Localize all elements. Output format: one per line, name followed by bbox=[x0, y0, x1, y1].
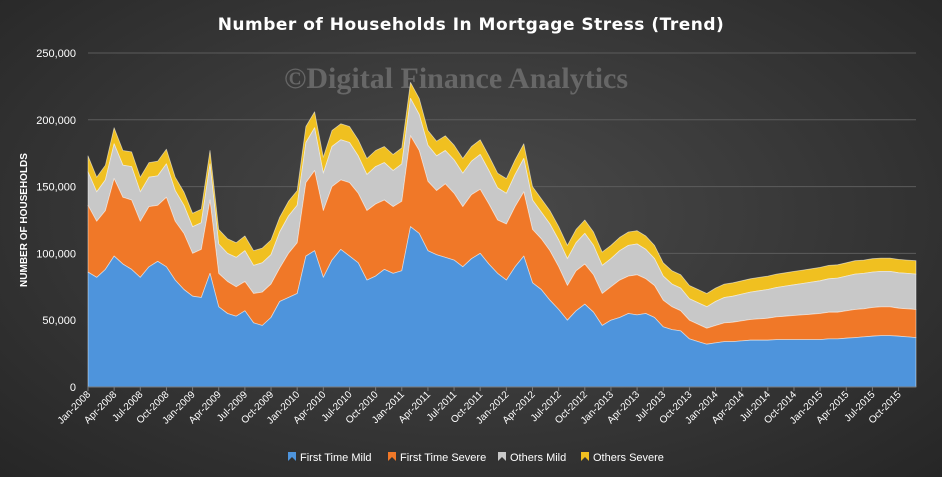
legend-item-first-time-severe: First Time Severe bbox=[388, 452, 486, 464]
legend-swatch bbox=[288, 452, 296, 461]
plot-areas bbox=[87, 82, 917, 388]
legend-item-others-mild: Others Mild bbox=[498, 452, 566, 464]
legend-item-others-severe: Others Severe bbox=[581, 452, 664, 464]
y-tick-label: 100,000 bbox=[36, 248, 76, 260]
y-tick-label: 0 bbox=[70, 382, 76, 394]
y-axis-label: NUMBER OF HOUSEHOLDS bbox=[19, 153, 30, 287]
legend-item-first-time-mild: First Time Mild bbox=[288, 452, 372, 464]
y-tick-label: 250,000 bbox=[36, 48, 76, 60]
legend-label: First Time Mild bbox=[300, 452, 372, 464]
watermark: ©Digital Finance Analytics bbox=[284, 62, 628, 95]
legend-label: Others Severe bbox=[593, 452, 664, 464]
legend-swatch bbox=[498, 452, 506, 461]
legend-label: First Time Severe bbox=[400, 452, 486, 464]
y-tick-label: 150,000 bbox=[36, 182, 76, 194]
legend-swatch bbox=[581, 452, 589, 461]
chart-title: Number of Households In Mortgage Stress … bbox=[218, 15, 725, 35]
legend: First Time Mild First Time Severe Others M… bbox=[288, 452, 664, 464]
y-tick-label: 50,000 bbox=[42, 315, 76, 327]
legend-label: Others Mild bbox=[510, 452, 566, 464]
legend-swatch bbox=[388, 452, 396, 461]
x-axis-ticks: Jan-2008Apr-2008Jul-2008Oct-2008Jan-2009… bbox=[56, 387, 904, 427]
y-axis-ticks: 0 50,000 100,000 150,000 200,000 250,000 bbox=[36, 48, 76, 394]
y-tick-label: 200,000 bbox=[36, 115, 76, 127]
